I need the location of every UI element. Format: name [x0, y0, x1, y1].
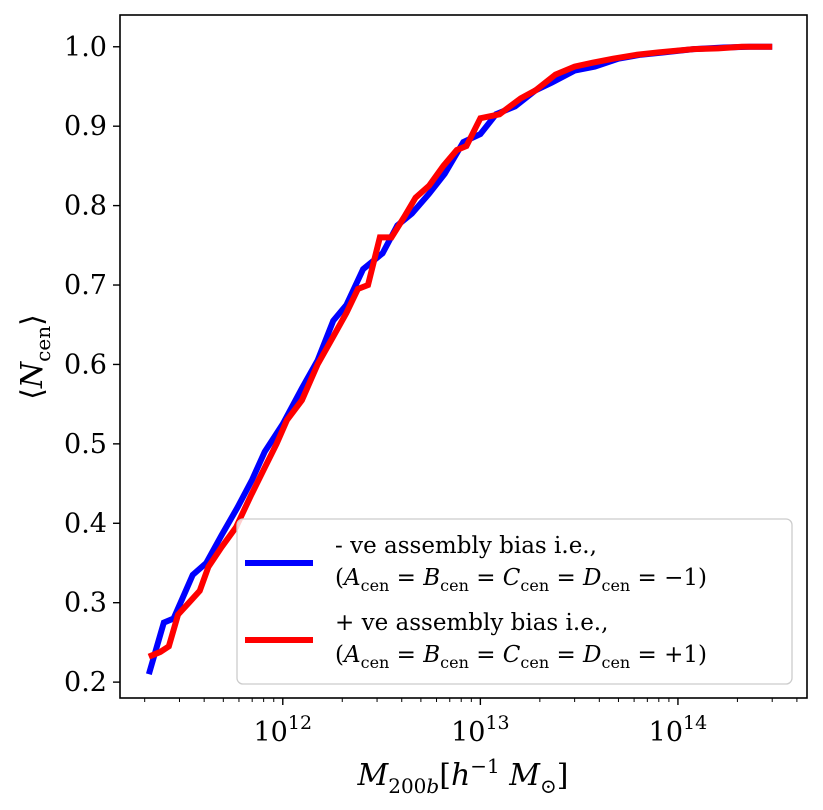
- y-tick-label: 0.6: [64, 349, 107, 380]
- x-tick-label: 1014: [649, 712, 708, 748]
- x-axis-ticks: 1012 1013 1014: [144, 698, 798, 748]
- y-axis-label: ⟨Ncen⟩: [15, 314, 55, 400]
- x-tick-label: 1013: [451, 712, 510, 748]
- legend-entry-positive-line1: + ve assembly bias i.e.,: [335, 610, 608, 636]
- y-tick-label: 0.2: [64, 667, 107, 698]
- series-line-1: [147, 43, 773, 660]
- plot-frame: [119, 14, 808, 699]
- x-tick-label: 1012: [254, 712, 313, 748]
- y-tick-label: 1.0: [64, 32, 107, 63]
- y-axis-ticks: 0.2 0.3 0.4 0.5 0.6 0.7 0.8 0.9 1.0: [64, 32, 120, 698]
- legend-box: [236, 518, 793, 685]
- y-tick-label: 0.7: [64, 270, 107, 301]
- y-tick-label: 0.5: [64, 429, 107, 460]
- x-axis-label-text: M200b[h−1 M⊙]: [357, 754, 569, 798]
- y-axis-label-text: ⟨Ncen⟩: [15, 314, 55, 400]
- x-axis-label: M200b[h−1 M⊙]: [357, 754, 569, 798]
- series-layer: [145, 43, 773, 676]
- y-tick-label: 0.9: [64, 111, 107, 142]
- legend-entry-negative-line1: - ve assembly bias i.e.,: [335, 533, 597, 559]
- legend: - ve assembly bias i.e., (Acen = Bcen = …: [236, 518, 793, 685]
- y-tick-label: 0.4: [64, 508, 107, 539]
- y-tick-label: 0.3: [64, 588, 107, 619]
- y-tick-label: 0.8: [64, 191, 107, 222]
